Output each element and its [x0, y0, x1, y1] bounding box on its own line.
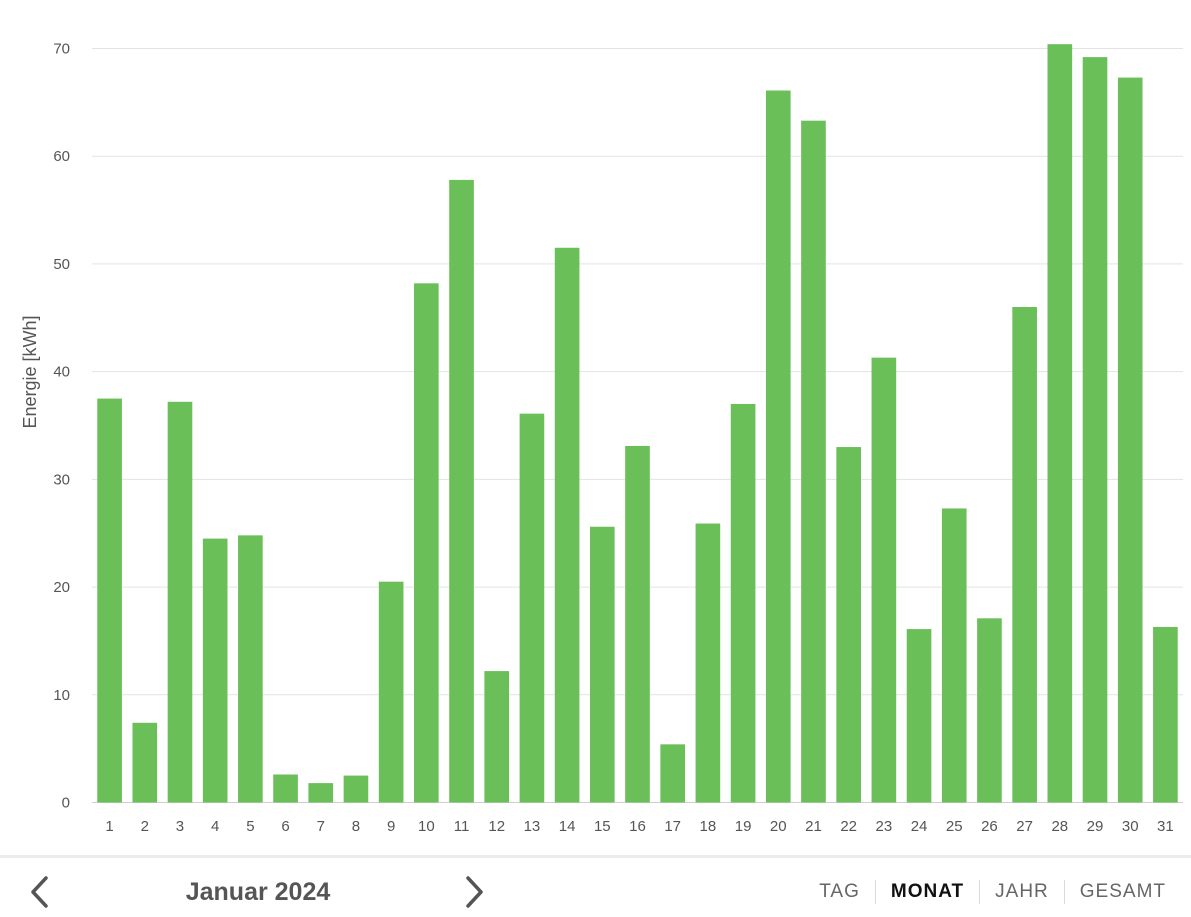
tab-jahr[interactable]: JAHR [995, 881, 1049, 902]
period-navigation-bar: Januar 2024 TAG MONAT JAHR GESAMT [0, 855, 1191, 917]
x-tick-label: 10 [418, 818, 435, 835]
period-title: Januar 2024 [185, 878, 331, 906]
chevron-right-icon [466, 876, 483, 908]
bar [765, 90, 791, 803]
x-tick-label: 4 [211, 818, 219, 835]
bar [414, 283, 439, 803]
bar [1047, 44, 1073, 803]
x-tick-label: 2 [141, 818, 149, 835]
tab-divider [979, 880, 981, 904]
tab-tag[interactable]: TAG [819, 881, 860, 902]
y-tick-label: 60 [53, 148, 70, 165]
x-tick-label: 21 [805, 818, 822, 835]
bar [1012, 307, 1037, 803]
y-tick-label: 20 [53, 579, 70, 596]
y-tick-label: 0 [62, 795, 70, 812]
x-axis-ticks: 1 2 3 4 5 6 7 8 9 10 11 12 13 14 15 16 17 18 19 20 21 22 23 24 2… [105, 818, 1173, 835]
range-tabs: TAG MONAT JAHR GESAMT [804, 880, 1181, 904]
bar [554, 247, 580, 803]
x-tick-label: 6 [281, 818, 289, 835]
y-tick-label: 70 [53, 41, 70, 58]
y-tick-label: 40 [53, 364, 70, 381]
bar [801, 120, 826, 803]
bar [97, 398, 122, 803]
x-tick-label: 27 [1016, 818, 1033, 835]
bar [871, 357, 897, 803]
y-tick-label: 50 [53, 256, 70, 273]
bar [941, 508, 967, 803]
bar [273, 774, 298, 803]
x-tick-label: 22 [840, 818, 857, 835]
chevron-left-icon [31, 876, 48, 908]
x-tick-label: 17 [664, 818, 681, 835]
x-tick-label: 29 [1087, 818, 1104, 835]
x-tick-label: 15 [594, 818, 611, 835]
x-tick-label: 12 [488, 818, 505, 835]
x-tick-label: 20 [770, 818, 787, 835]
bar [519, 413, 545, 803]
bars [97, 44, 1178, 803]
x-tick-label: 28 [1051, 818, 1068, 835]
tab-gesamt[interactable]: GESAMT [1079, 881, 1166, 902]
bar [378, 581, 404, 803]
bar [625, 445, 650, 803]
tab-divider [1063, 880, 1065, 904]
bar [660, 744, 686, 803]
bar [1082, 57, 1108, 803]
x-tick-label: 31 [1157, 818, 1174, 835]
y-tick-label: 10 [53, 687, 70, 704]
x-tick-label: 11 [454, 818, 470, 835]
bar [202, 538, 228, 803]
bar [343, 775, 369, 803]
bar [1117, 77, 1143, 803]
x-tick-label: 25 [946, 818, 963, 835]
tab-divider [874, 880, 876, 904]
x-tick-label: 7 [317, 818, 325, 835]
x-tick-label: 5 [246, 818, 254, 835]
x-tick-label: 13 [524, 818, 541, 835]
x-tick-label: 1 [105, 818, 113, 835]
bar [589, 526, 615, 803]
bar [132, 722, 158, 803]
x-tick-label: 24 [911, 818, 928, 835]
y-tick-label: 30 [53, 471, 70, 488]
x-tick-label: 9 [387, 818, 395, 835]
x-tick-label: 3 [176, 818, 184, 835]
bar [1153, 626, 1178, 803]
bar [167, 401, 193, 803]
x-tick-label: 18 [700, 818, 717, 835]
bar [836, 447, 861, 803]
x-tick-label: 23 [876, 818, 893, 835]
x-tick-label: 8 [352, 818, 360, 835]
x-tick-label: 16 [629, 818, 646, 835]
bar [977, 618, 1002, 803]
bar [484, 671, 510, 803]
y-axis-title: Energie [kWh] [20, 315, 40, 428]
bar [308, 783, 334, 803]
bar [730, 403, 756, 803]
x-tick-label: 19 [735, 818, 752, 835]
next-period-button[interactable] [454, 872, 494, 912]
bar [238, 535, 263, 803]
bar [695, 523, 721, 803]
previous-period-button[interactable] [20, 872, 60, 912]
y-axis-ticks: 0 10 20 30 40 50 60 70 [53, 41, 70, 812]
bar [906, 629, 932, 803]
x-tick-label: 30 [1122, 818, 1139, 835]
tab-monat[interactable]: MONAT [890, 881, 965, 902]
x-tick-label: 14 [559, 818, 576, 835]
x-tick-label: 26 [981, 818, 998, 835]
bar [449, 179, 474, 803]
